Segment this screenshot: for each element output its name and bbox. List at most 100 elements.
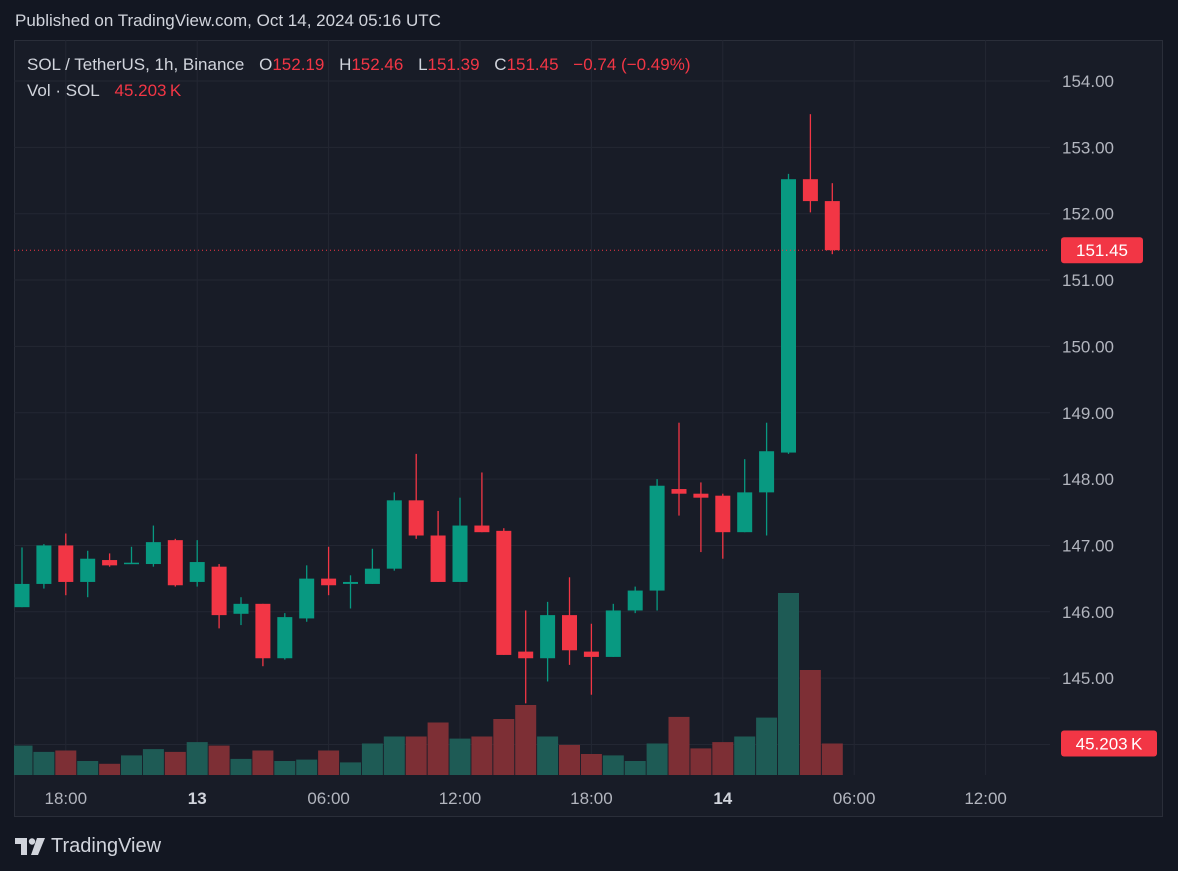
high-value: 152.46 (351, 55, 404, 74)
time-tick-label: 06:00 (833, 789, 876, 808)
candle-body (189, 562, 205, 582)
price-tick-label: 147.00 (1062, 536, 1114, 555)
footer-brand: TradingView (51, 834, 162, 857)
candle-body (496, 530, 512, 655)
volume-bar (821, 743, 843, 775)
candle-body (80, 558, 96, 582)
candle-body (167, 540, 183, 586)
close-label: C (494, 55, 507, 74)
candle-body (211, 566, 227, 616)
volume-legend: Vol · SOL 45.203 K (27, 81, 181, 101)
time-tick-label: 06:00 (307, 789, 350, 808)
last-price-tag (1061, 237, 1143, 264)
candle-body (408, 500, 424, 536)
candle-body (802, 179, 818, 202)
candle-body (824, 201, 840, 251)
candle-body (321, 578, 337, 586)
open-label: O (259, 55, 273, 74)
volume-bar (712, 742, 734, 775)
chart-grid (14, 40, 1050, 775)
candle-body (781, 179, 796, 453)
volume-bar (668, 716, 690, 775)
volume-bar (14, 745, 33, 775)
time-axis: 18:00 13 06:00 12:00 18:00 14 06:00 12:00 (45, 789, 1007, 808)
volume-bar (77, 761, 99, 775)
open-value: 152.19 (272, 55, 325, 74)
candle-body (715, 495, 731, 533)
volume-bar (427, 722, 449, 775)
volume-bar (559, 744, 580, 775)
candle-body (605, 610, 621, 657)
candle-body (518, 651, 534, 659)
last-price-tag-text: 151.45 (1076, 241, 1128, 260)
volume-value: 45.203 K (114, 81, 182, 100)
volume-bar (361, 743, 383, 775)
volume-bar (142, 749, 164, 775)
chart-frame (14, 40, 1163, 817)
time-tick-label: 12:00 (439, 789, 482, 808)
low-label: L (418, 55, 428, 74)
candle-body (145, 542, 161, 565)
symbol-legend: SOL / TetherUS, 1h, Binance O152.19 H152… (27, 55, 691, 75)
candle-body (430, 535, 446, 582)
candle-body (649, 485, 665, 591)
volume-bar (799, 670, 821, 775)
price-axis: 154.00 153.00 152.00 151.00 150.00 149.00 148.… (1062, 72, 1114, 755)
price-tick-label: 145.00 (1062, 669, 1114, 688)
candle-body (759, 451, 775, 493)
time-tick-label: 18:00 (45, 789, 88, 808)
volume-bar (186, 742, 208, 775)
candle-body (58, 545, 74, 582)
volume-bar (318, 750, 340, 775)
candle-body (14, 583, 30, 608)
candlesticks (14, 114, 840, 704)
price-chart[interactable]: 154.00 153.00 152.00 151.00 150.00 149.00 148.… (14, 40, 1163, 817)
volume-bar (778, 593, 799, 775)
last-volume-tag-text: 45.203 K (1076, 735, 1143, 754)
volume-bar (252, 750, 274, 775)
symbol-title: SOL / TetherUS, 1h, Binance (27, 55, 245, 74)
volume-bar (580, 754, 602, 775)
volume-bar (208, 745, 230, 775)
candle-body (737, 492, 753, 533)
price-tick-label: 151.00 (1062, 271, 1114, 290)
time-tick-label: 14 (713, 789, 732, 808)
low-value: 151.39 (427, 55, 480, 74)
candle-body (124, 562, 139, 565)
close-value: 151.45 (506, 55, 559, 74)
candle-body (277, 617, 293, 659)
candle-body (364, 568, 380, 584)
volume-bar (230, 758, 252, 775)
volume-bar (55, 750, 77, 775)
volume-bar (164, 751, 186, 775)
volume-label: Vol · SOL (27, 81, 100, 100)
price-tags: 151.45 45.203 K (1061, 237, 1157, 757)
candle-body (671, 489, 687, 494)
volume-bar (537, 736, 559, 775)
candle-body (583, 651, 599, 657)
volume-bar (405, 736, 427, 775)
volume-bar (274, 761, 296, 775)
candle-body (627, 590, 643, 611)
tradingview-logo-icon (15, 837, 45, 855)
high-label: H (339, 55, 352, 74)
candle-body (452, 525, 468, 582)
candle-body (386, 500, 402, 569)
last-volume-tag (1061, 730, 1157, 757)
price-tick-label: 153.00 (1062, 138, 1114, 157)
candle-body (474, 525, 490, 533)
candle-body (233, 603, 249, 614)
volume-bar (734, 736, 756, 775)
tradingview-logo[interactable]: TradingView (15, 833, 161, 859)
candle-body (693, 493, 709, 498)
candle-body (343, 581, 358, 584)
price-tick-label: 146.00 (1062, 603, 1114, 622)
volume-bar (99, 763, 121, 775)
published-header: Published on TradingView.com, Oct 14, 20… (15, 11, 441, 30)
time-tick-label: 18:00 (570, 789, 613, 808)
volume-bar (624, 761, 646, 775)
time-tick-label: 13 (188, 789, 207, 808)
price-tick-label: 154.00 (1062, 72, 1114, 91)
volume-bar (493, 719, 515, 775)
